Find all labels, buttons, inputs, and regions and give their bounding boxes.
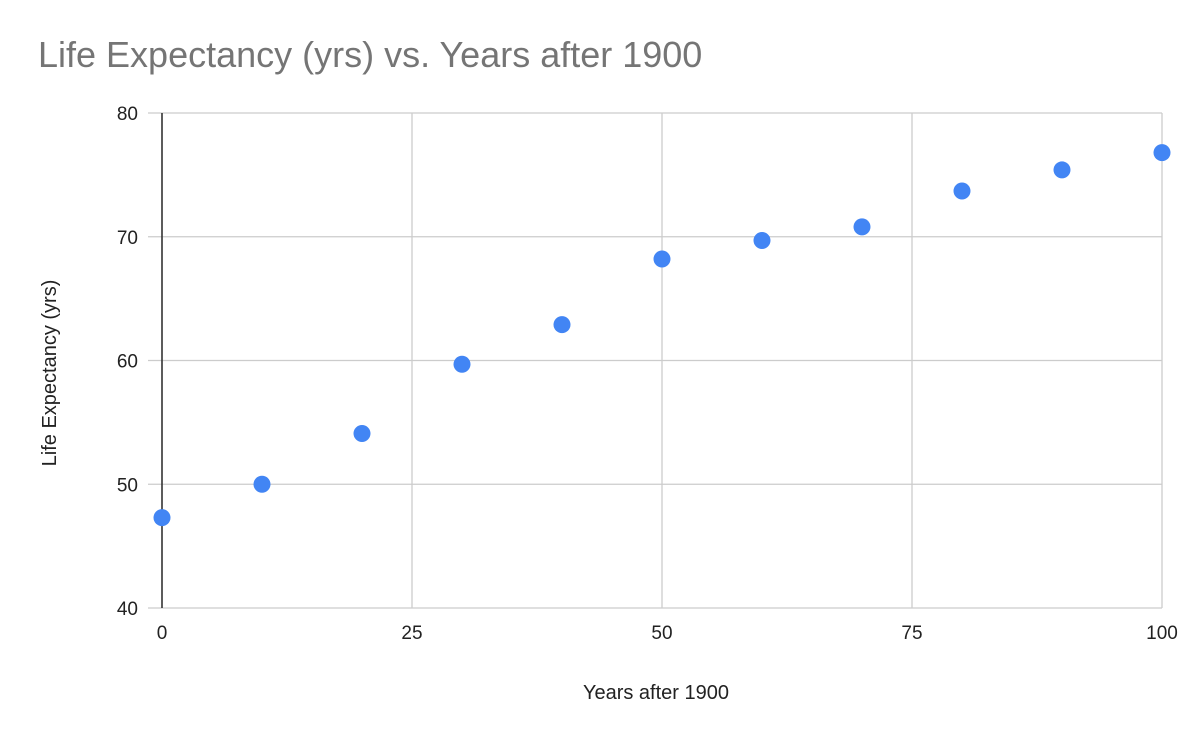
chart-title: Life Expectancy (yrs) vs. Years after 19…	[38, 34, 703, 75]
data-point	[853, 218, 871, 236]
y-tick-label: 60	[117, 352, 138, 373]
data-point	[453, 355, 471, 373]
data-point	[1153, 144, 1171, 162]
grid-lines	[148, 112, 1163, 609]
y-tick-label: 40	[117, 599, 138, 620]
x-tick-labels: 0 25 50 75 100	[157, 623, 1178, 644]
data-point	[253, 475, 271, 493]
x-tick-label: 75	[901, 623, 922, 644]
data-point	[153, 509, 171, 527]
data-point	[653, 250, 671, 268]
y-tick-label: 70	[117, 228, 138, 249]
x-axis-title: Years after 1900	[583, 682, 729, 704]
data-points	[153, 144, 1171, 527]
data-point	[353, 425, 371, 443]
data-point	[1053, 161, 1071, 179]
y-tick-labels: 40 50 60 70 80	[117, 104, 138, 620]
x-tick-label: 50	[651, 623, 672, 644]
x-tick-label: 0	[157, 623, 168, 644]
y-tick-label: 50	[117, 475, 138, 496]
data-point	[753, 231, 771, 249]
x-tick-label: 100	[1146, 623, 1178, 644]
data-point	[953, 182, 971, 200]
data-point	[553, 316, 571, 334]
y-tick-label: 80	[117, 104, 138, 125]
y-axis-title: Life Expectancy (yrs)	[39, 280, 61, 467]
x-tick-label: 25	[401, 623, 422, 644]
